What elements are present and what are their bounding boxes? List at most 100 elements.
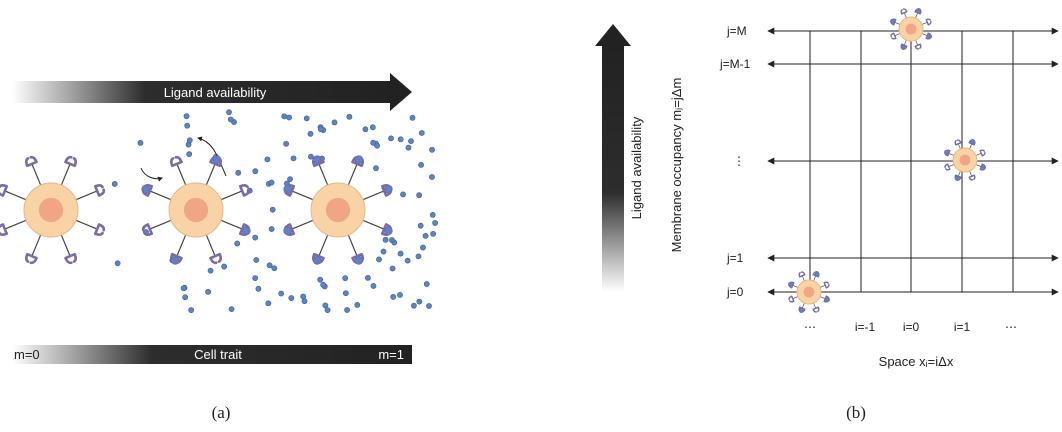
receptor <box>954 139 962 146</box>
ligand-dot <box>426 303 432 309</box>
receptor <box>914 43 922 50</box>
ligand-dot <box>301 298 308 305</box>
ligand-dot <box>271 265 278 272</box>
ligand-dot <box>429 174 435 180</box>
ligand-dot <box>286 114 293 121</box>
panel-b: Ligand availability Membrane occupancy m… <box>595 8 1059 422</box>
ligand-dot <box>226 109 232 116</box>
row-label-jM-1: j=M-1 <box>719 57 751 71</box>
ligand-dot <box>382 236 389 243</box>
ligand-dot <box>418 130 425 136</box>
ligand-dot <box>423 281 430 287</box>
receptor <box>812 271 820 278</box>
caption-b: (b) <box>846 403 866 422</box>
ligand-dot <box>420 244 426 251</box>
receptor <box>0 223 9 237</box>
receptor <box>890 32 897 40</box>
ligand-dot <box>365 275 371 281</box>
receptor <box>823 281 830 289</box>
receptor <box>788 281 795 289</box>
ligand-dot <box>324 307 331 313</box>
cell <box>890 8 932 50</box>
receptor <box>24 252 38 265</box>
bound-ligand <box>354 255 364 265</box>
bound-ligand <box>970 139 976 144</box>
ligand-dot <box>429 211 436 218</box>
x-axis-label: Space xᵢ=iΔx <box>879 354 954 369</box>
receptor <box>141 223 154 237</box>
ligand-dot <box>235 169 242 176</box>
bound-ligand <box>383 226 393 236</box>
ligand-dot <box>252 234 259 241</box>
ligand-dot <box>416 192 423 199</box>
ligand-dot <box>186 151 193 158</box>
bound-ligand <box>954 176 960 181</box>
ligand-dot <box>346 113 353 120</box>
bound-ligand <box>798 308 804 313</box>
ligand-dot <box>405 144 412 151</box>
ligand-dot <box>184 122 191 129</box>
ligand-dot <box>186 137 193 144</box>
ligand-dot <box>234 240 241 247</box>
ligand-dot <box>137 139 144 146</box>
cells-panel-a <box>0 155 393 265</box>
receptor <box>979 163 986 171</box>
bound-ligand <box>141 184 151 194</box>
receptor <box>64 155 78 168</box>
ligand-dot <box>404 257 411 264</box>
ligand-dots <box>111 109 439 314</box>
receptor <box>979 149 986 157</box>
col-label-i-1: i=-1 <box>855 320 876 334</box>
ligand-dot <box>374 142 380 149</box>
vertical-ligand-arrow: Ligand availability <box>595 24 644 292</box>
bound-ligand <box>312 155 322 165</box>
ligand-dot <box>362 126 369 133</box>
cell <box>283 155 393 265</box>
ligand-dot <box>278 290 285 297</box>
bound-ligand <box>788 281 793 287</box>
bound-ligand <box>825 297 830 303</box>
ligand-dot <box>429 146 435 153</box>
ligand-dot <box>417 222 424 229</box>
cell <box>141 155 251 265</box>
receptor <box>968 174 976 181</box>
lattice-grid <box>767 27 1059 296</box>
ligand-dot <box>397 292 403 298</box>
ligand-dot <box>111 181 118 187</box>
ligand-dot <box>390 294 397 300</box>
receptor <box>925 32 932 40</box>
ligand-dot <box>207 267 214 274</box>
row-label-jM: j=M <box>726 24 747 38</box>
ligand-dot <box>183 113 190 120</box>
ligand-dot <box>397 136 404 143</box>
ligand-dot <box>411 302 417 309</box>
ligand-dot <box>269 206 276 213</box>
receptor <box>954 174 962 181</box>
ligand-dot <box>400 191 406 198</box>
receptor <box>890 18 897 26</box>
ligand-dot <box>281 113 288 120</box>
row-label-j0: j=0 <box>726 285 744 299</box>
ligand-dot <box>253 257 260 263</box>
receptor <box>380 183 393 197</box>
receptor <box>944 149 951 157</box>
bound-ligand <box>283 226 293 236</box>
ligand-dot <box>432 220 439 226</box>
bound-ligand <box>916 8 922 13</box>
ligand-dot <box>380 248 387 255</box>
ligand-dot <box>397 250 404 257</box>
receptor <box>169 252 183 265</box>
col-label-i1: i=1 <box>954 320 971 334</box>
receptor <box>238 223 251 237</box>
receptor <box>944 163 951 171</box>
receptor <box>351 155 365 168</box>
ligand-dot <box>283 140 290 147</box>
ligand-dot <box>418 161 424 168</box>
ligand-dot <box>287 176 293 183</box>
receptor <box>311 155 325 168</box>
ligand-dot <box>182 294 189 301</box>
ligand-dot <box>354 302 361 308</box>
ligand-dot <box>268 179 275 186</box>
ligand-dot <box>288 295 295 301</box>
cells-panel-b <box>788 8 986 313</box>
